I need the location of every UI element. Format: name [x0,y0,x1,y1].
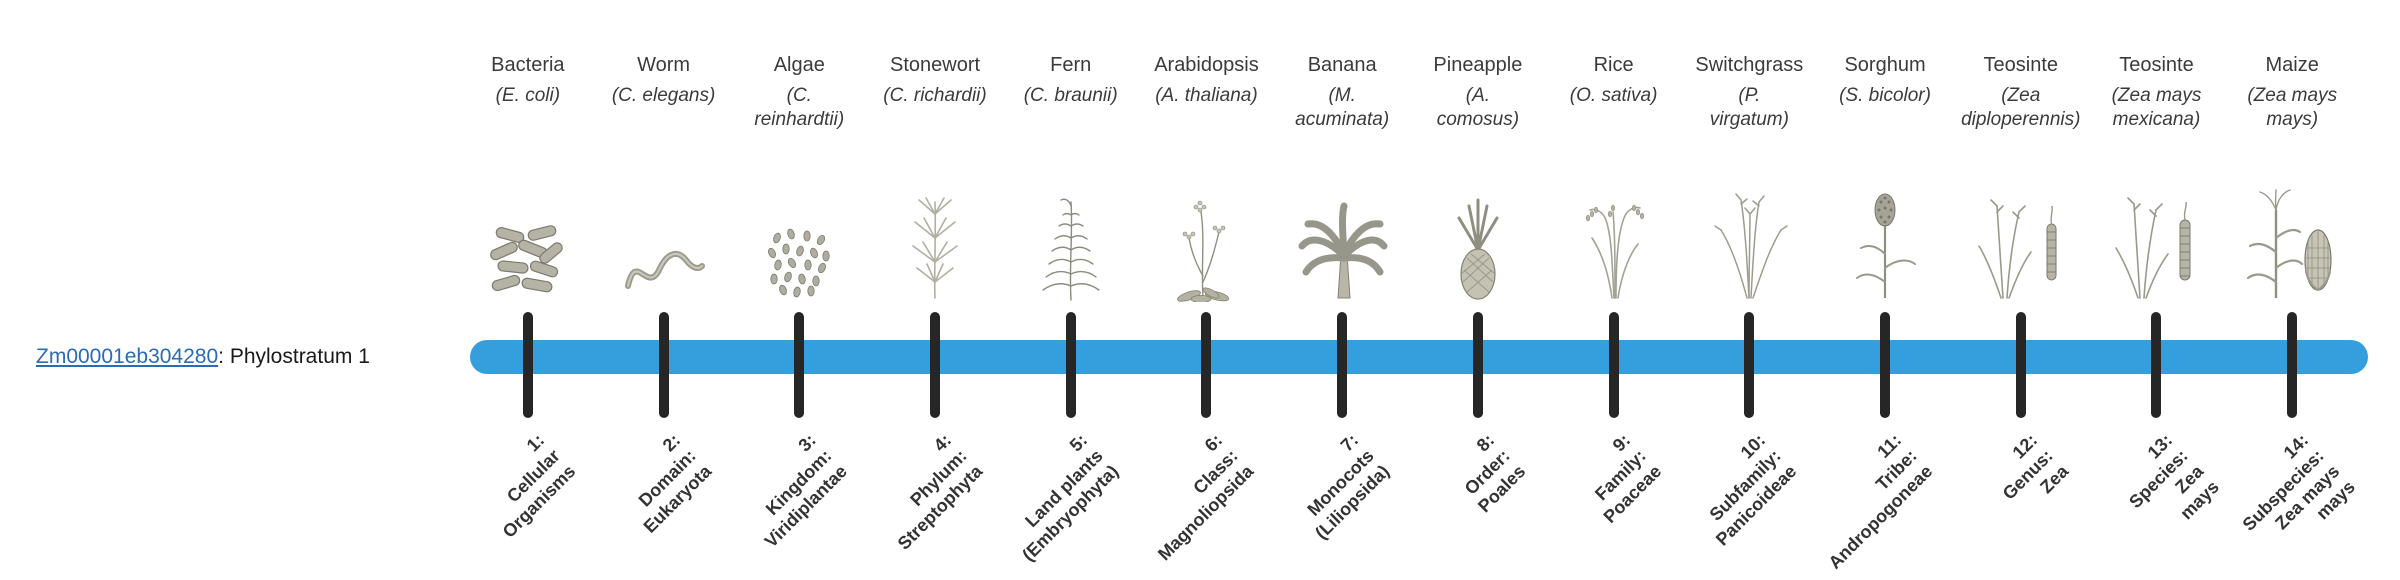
phylostratum-tick [1608,312,1619,418]
phylostratum-tick [2287,312,2298,418]
phylostratum-tick [522,312,533,418]
organism-scientific-name: (Zea mays mays) [2247,85,2338,130]
phylostratum-tick-label: 1: Cellular Organisms [498,430,580,542]
organism-scientific-name: (C. elegans) [611,85,716,106]
organism-column-maize: Maize (Zea mays mays) [2224,0,2360,580]
organism-scientific-name: (P. virgatum) [1709,85,1789,130]
phylostratum-tick-label: 9: Family: Poaceae [1590,430,1665,527]
organism-name: Pineapple [1433,54,1523,76]
phylostratum-tick-label: 4: Phylum: Streptophyta [893,430,987,554]
sorghum-illustration [1817,166,1953,302]
fern-illustration [1003,166,1139,302]
stonewort-illustration [867,166,1003,302]
gene-link[interactable]: Zm00001eb304280 [36,345,219,368]
teosinte-illustration [2089,166,2225,302]
organism-scientific-name: (M. acuminata) [1295,85,1390,130]
organism-column-worm: Worm (C. elegans) 2: Domain: Eukaryota [596,0,732,580]
phylostratum-tick-label: 2: Domain: Eukaryota [634,430,715,537]
organism-column-stonewort: Stonewort (C. richardii) 4: Phylum: Stre… [867,0,1003,580]
switchgrass-illustration [1681,166,1817,302]
phylostratum-tick-label: 14: Subspecies: Zea mays mays [2238,430,2359,535]
organism-column-teosinte-mexicana: Teosinte (Zea mays mexicana) [2089,0,2225,580]
organism-name: Teosinte [2119,54,2194,76]
banana-illustration [1274,166,1410,302]
organism-column-bacteria: Bacteria (E. coli) [460,0,596,580]
phylostratum-tick [1065,312,1076,418]
organism-scientific-name: (C. braunii) [1023,85,1118,106]
phylostratum-bar [470,340,2368,374]
organism-column-switchgrass: Switchgrass (P. virgatum) [1681,0,1817,580]
maize-illustration [2224,166,2360,302]
pineapple-illustration [1410,166,1546,302]
organism-scientific-name: (Zea diploperennis) [1961,85,2081,130]
bacteria-illustration [460,166,596,302]
worm-illustration [596,166,732,302]
organism-column-pineapple: Pineapple (A. comosus) 8: Order: Poales [1410,0,1546,580]
phylostratum-tick-label: 5: Land plants (Embryophyta) [1017,430,1122,566]
phylostratum-tick-label: 13: Species: Zea mays [2125,430,2224,524]
phylostratum-tick [1472,312,1483,418]
organism-name: Rice [1593,54,1634,76]
organism-column-teosinte-diploperennis: Teosinte (Zea diploperennis) [1953,0,2089,580]
organism-column-arabidopsis: Arabidopsis (A. thaliana) [1139,0,1275,580]
organism-column-rice: Rice (O. sativa) [1546,0,1682,580]
phylostratum-tick [930,312,941,418]
organism-name: Switchgrass [1695,54,1804,76]
organism-name: Algae [773,54,825,76]
organism-scientific-name: (O. sativa) [1569,85,1658,106]
phylostratum-tick-label: 3: Kingdom: Viridiplantae [760,430,851,552]
organism-scientific-name: (S. bicolor) [1839,85,1931,106]
organism-name: Worm [637,54,691,76]
phylostratum-tick [794,312,805,418]
algae-illustration [731,166,867,302]
phylostratum-tick-label: 12: Genus: Zea [1998,430,2072,504]
phylostratum-tick [658,312,669,418]
phylostratum-tick-label: 8: Order: Poales [1460,430,1530,517]
organism-name: Banana [1307,54,1377,76]
teosinte-illustration [1953,166,2089,302]
organism-name: Sorghum [1844,54,1926,76]
organism-scientific-name: (E. coli) [495,85,561,106]
phylostratum-tick [2151,312,2162,418]
organism-name: Maize [2265,54,2319,76]
gene-phylostratum-text: : Phylostratum 1 [218,345,370,368]
gene-label: Zm00001eb304280: Phylostratum 1 [36,345,370,369]
organism-scientific-name: (A. thaliana) [1155,85,1258,106]
organism-scientific-name: (A. comosus) [1436,85,1520,130]
organism-column-sorghum: Sorghum (S. bicolor) [1817,0,1953,580]
organism-scientific-name: (C. richardii) [883,85,987,106]
phylostratum-tick-label: 7: Monocots (Liliopsida) [1303,430,1394,544]
organism-name: Bacteria [491,54,565,76]
organism-scientific-name: (Zea mays mexicana) [2111,85,2202,130]
phylostratum-tick [1201,312,1212,418]
organism-name: Arabidopsis [1154,54,1259,76]
rice-illustration [1546,166,1682,302]
organism-column-banana: Banana (M. acuminata) 7: [1274,0,1410,580]
phylostratum-tick [1744,312,1755,418]
organism-name: Stonewort [889,54,981,76]
organism-columns: Bacteria (E. coli) [460,0,2360,580]
organism-column-fern: Fern (C. braunii) [1003,0,1139,580]
phylostratum-tick [1337,312,1348,418]
phylostratum-tick-label: 10: Subfamily: Panicoideae [1705,430,1801,550]
phylostratum-tick-label: 6: Class: Magnoliopsida [1154,430,1258,565]
phylostratum-tick [1880,312,1891,418]
organism-name: Fern [1050,54,1092,76]
phylostratum-tick [2015,312,2026,418]
arabidopsis-illustration [1139,166,1275,302]
organism-column-algae: Algae (C. reinhardtii) [731,0,867,580]
organism-name: Teosinte [1983,54,2059,76]
organism-scientific-name: (C. reinhardtii) [754,85,845,130]
